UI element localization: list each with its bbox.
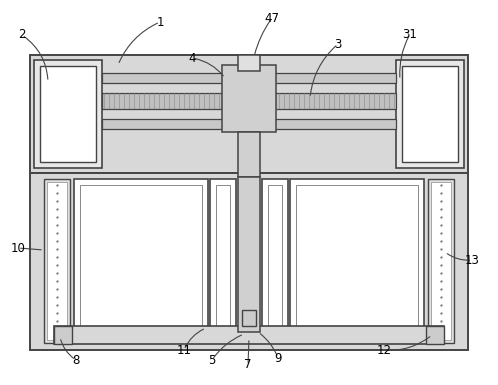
Bar — [47, 182, 67, 340]
Bar — [296, 185, 418, 328]
Bar — [34, 60, 102, 168]
Text: 7: 7 — [244, 358, 252, 372]
Text: 31: 31 — [402, 27, 417, 40]
Bar — [238, 177, 260, 332]
Text: 2: 2 — [18, 28, 26, 42]
Bar — [402, 66, 458, 162]
Bar — [262, 179, 288, 334]
Text: 3: 3 — [334, 37, 342, 50]
Text: 1: 1 — [156, 15, 164, 28]
Bar — [210, 179, 236, 334]
Bar — [431, 182, 451, 340]
Bar — [428, 179, 454, 343]
Bar — [290, 179, 424, 334]
Text: 5: 5 — [208, 353, 216, 367]
Bar — [74, 179, 208, 334]
Bar — [102, 73, 396, 83]
Bar — [54, 326, 444, 344]
Bar — [44, 179, 70, 343]
Text: 10: 10 — [10, 241, 25, 254]
Bar — [242, 310, 256, 326]
Bar — [268, 185, 282, 328]
Text: 9: 9 — [274, 352, 282, 365]
Bar — [102, 119, 396, 129]
Bar — [426, 326, 444, 344]
Bar — [30, 173, 468, 350]
Bar — [54, 326, 72, 344]
Bar — [102, 93, 396, 109]
Text: 12: 12 — [376, 343, 391, 357]
Bar — [238, 132, 260, 177]
Bar — [396, 60, 464, 168]
Bar — [40, 66, 96, 162]
Text: 13: 13 — [465, 253, 480, 266]
Text: 47: 47 — [264, 12, 279, 25]
Text: 4: 4 — [188, 52, 196, 65]
Bar — [216, 185, 230, 328]
Text: 11: 11 — [176, 343, 192, 357]
Bar — [238, 55, 260, 71]
Bar — [80, 185, 202, 328]
Bar — [30, 55, 468, 173]
Text: 8: 8 — [72, 353, 80, 367]
Bar — [222, 65, 276, 132]
